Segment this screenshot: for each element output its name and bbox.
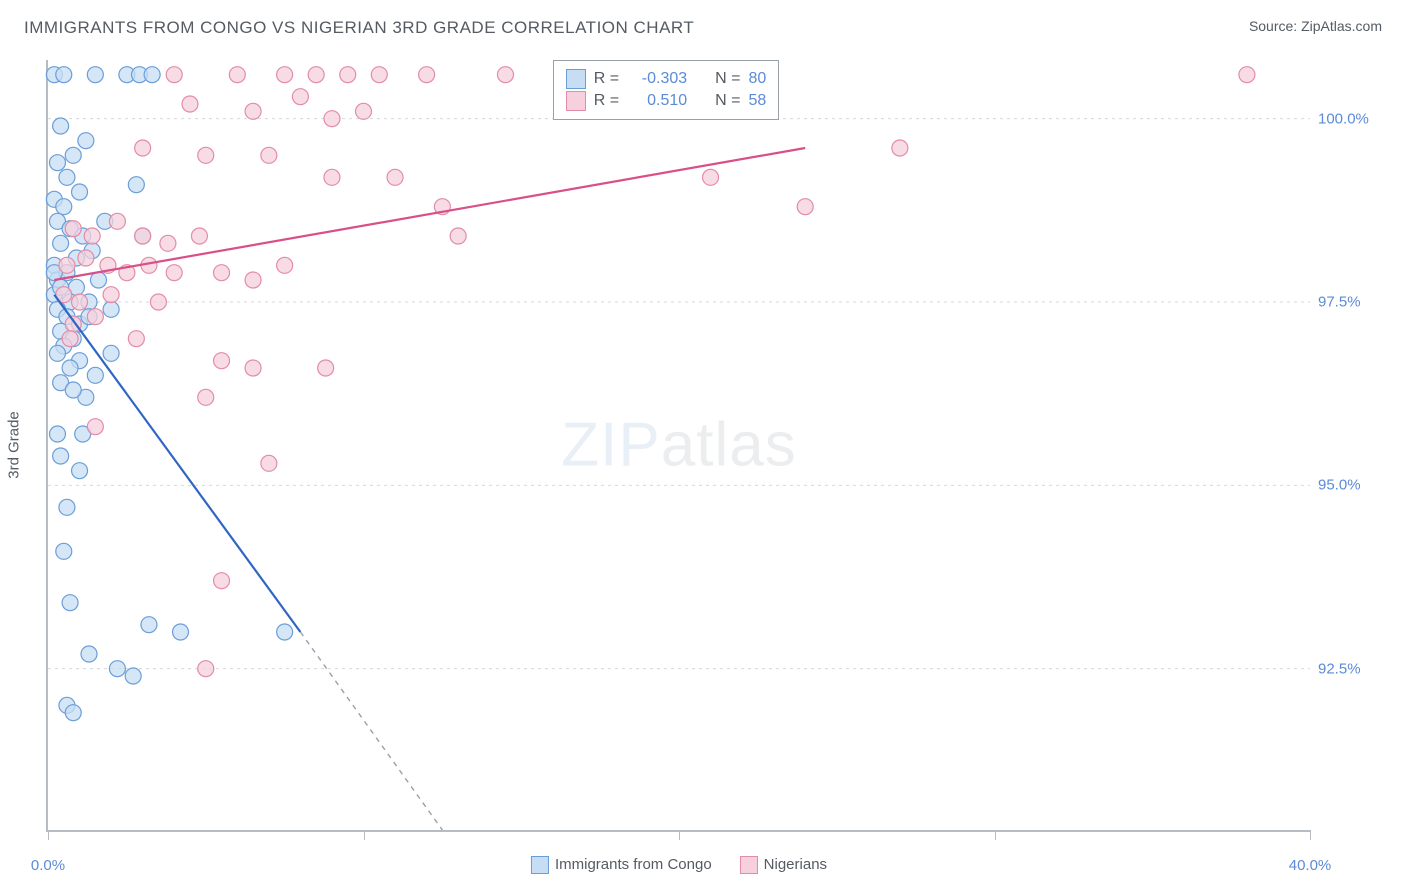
r-label-1: R = [594,70,619,88]
r-value-2: 0.510 [627,92,687,110]
swatch-series-1 [566,69,586,89]
source-link[interactable]: ZipAtlas.com [1301,18,1382,34]
plot-area: ZIPatlas R = -0.303 N = 80 R = 0.510 N =… [46,60,1310,832]
source-attribution: Source: ZipAtlas.com [1249,18,1382,34]
x-tick [679,830,680,840]
x-tick-label: 40.0% [1289,857,1332,874]
n-label-1: N = [715,70,740,88]
legend-label-2: Nigerians [764,856,827,873]
trend-line-layer [48,60,1310,830]
correlation-stats-box: R = -0.303 N = 80 R = 0.510 N = 58 [553,60,779,120]
x-tick [1310,830,1311,840]
legend-item-1: Immigrants from Congo [531,856,712,874]
legend-swatch-1 [531,856,549,874]
x-tick [48,830,49,840]
source-prefix: Source: [1249,18,1301,34]
header: IMMIGRANTS FROM CONGO VS NIGERIAN 3RD GR… [0,0,1406,38]
trend-line [54,148,805,280]
stats-row-series-2: R = 0.510 N = 58 [566,91,766,111]
y-tick-label: 95.0% [1318,477,1394,494]
r-value-1: -0.303 [627,70,687,88]
y-axis-label: 3rd Grade [6,411,23,479]
y-tick-label: 100.0% [1318,110,1394,127]
swatch-series-2 [566,91,586,111]
legend-label-1: Immigrants from Congo [555,856,712,873]
legend-item-2: Nigerians [740,856,827,874]
legend-swatch-2 [740,856,758,874]
x-tick [995,830,996,840]
legend: Immigrants from Congo Nigerians [531,856,827,874]
y-tick-label: 97.5% [1318,294,1394,311]
y-tick-label: 92.5% [1318,660,1394,677]
n-value-2: 58 [748,92,766,110]
x-tick [364,830,365,840]
trend-line-extrapolated [300,632,442,830]
x-tick-label: 0.0% [31,857,65,874]
plot-frame: ZIPatlas R = -0.303 N = 80 R = 0.510 N =… [46,60,1310,832]
n-value-1: 80 [748,70,766,88]
r-label-2: R = [594,92,619,110]
chart-title: IMMIGRANTS FROM CONGO VS NIGERIAN 3RD GR… [24,18,694,38]
n-label-2: N = [715,92,740,110]
trend-line [54,295,300,632]
stats-row-series-1: R = -0.303 N = 80 [566,69,766,89]
